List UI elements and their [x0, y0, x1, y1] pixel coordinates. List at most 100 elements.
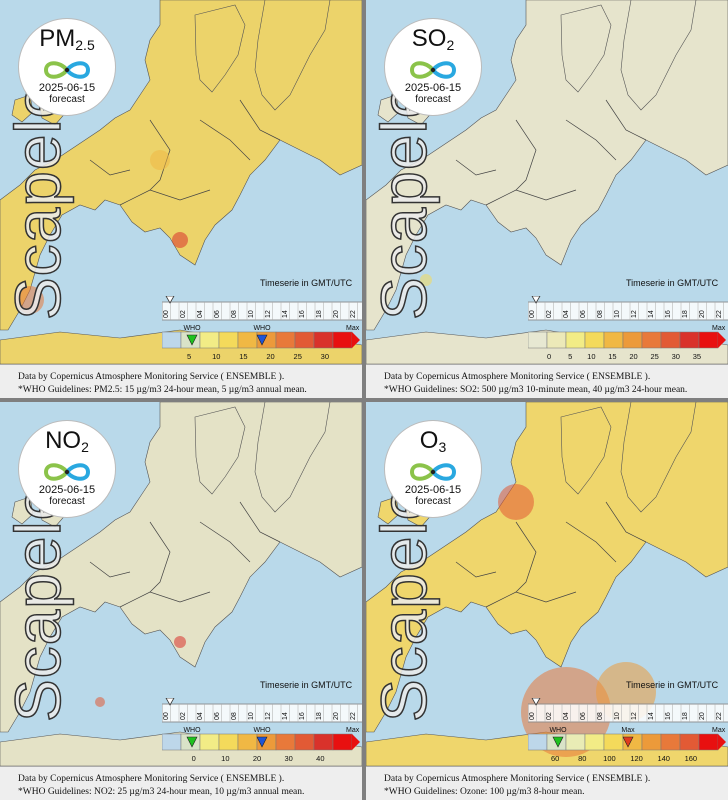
scale-cell [546, 331, 567, 349]
land-region [560, 4, 612, 93]
hour-label: 10 [248, 712, 255, 720]
timeseries-label: Timeserie in GMT/UTC [260, 680, 353, 690]
scale-cell [237, 331, 258, 349]
hour-label: 06 [580, 712, 587, 720]
scale-tick-label: 30 [284, 754, 292, 763]
footer-source: Data by Copernicus Atmosphere Monitoring… [384, 372, 651, 382]
hour-timeline[interactable]: 00 02 04 06 08 10 12 14 16 18 20 22 [528, 296, 728, 322]
color-scale: Max 0 5 10 15 20 25 30 35 [528, 325, 726, 361]
scale-cell [698, 733, 719, 751]
hour-timeline[interactable]: 00 02 04 06 08 10 12 14 16 18 20 22 [162, 698, 362, 724]
scale-tick-label: 25 [650, 352, 658, 361]
hour-label: 02 [180, 712, 187, 720]
scale-cell [660, 331, 681, 349]
scale-tick-label: 20 [629, 352, 637, 361]
brand-watermark: Scapeler [1, 461, 75, 723]
who-label: WHO [253, 325, 271, 332]
max-label: Max [346, 325, 360, 332]
scale-cell [275, 331, 296, 349]
scale-tick-label: 15 [608, 352, 616, 361]
country-border [455, 561, 497, 578]
hour-label: 14 [648, 310, 655, 318]
scale-cell [162, 733, 182, 751]
who-label: WHO [183, 727, 201, 734]
scale-tick-label: 160 [685, 754, 698, 763]
hour-label: 10 [614, 310, 621, 318]
land-region [254, 0, 331, 111]
footer-who: *WHO Guidelines: PM2.5: 15 µg/m3 24-hour… [18, 385, 307, 395]
footer-source: Data by Copernicus Atmosphere Monitoring… [384, 774, 651, 784]
who-marker [552, 736, 564, 748]
forecast-date: 2025-06-15 [404, 82, 462, 94]
country-border [199, 119, 251, 161]
who-label: Max [621, 727, 635, 734]
pollution-hotspot [172, 232, 188, 248]
scale-tick-label: 0 [547, 352, 551, 361]
scale-cell [603, 331, 624, 349]
color-scale: Max 5 10 15 20 25 30 WHO WHO [162, 325, 360, 361]
scale-cell [275, 733, 296, 751]
scale-tick-label: 15 [239, 352, 247, 361]
country-border [89, 159, 131, 176]
europe-map[interactable] [0, 0, 362, 398]
hour-label: 16 [665, 712, 672, 720]
country-border [149, 521, 171, 593]
hour-label: 12 [265, 712, 272, 720]
scale-tick-label: 0 [192, 754, 196, 763]
pollutant-badge: SO2 2025-06-15 forecast [384, 18, 482, 116]
country-border [455, 159, 497, 176]
hour-label: 16 [299, 712, 306, 720]
europe-map[interactable] [0, 402, 362, 800]
pollution-hotspot [150, 150, 170, 170]
scale-cell [679, 733, 700, 751]
hour-label: 10 [614, 712, 621, 720]
hour-label: 04 [197, 310, 204, 318]
hour-label: 18 [316, 712, 323, 720]
scale-cell [218, 331, 239, 349]
current-hour-marker [165, 296, 175, 304]
pollutant-badge: O3 2025-06-15 forecast [384, 420, 482, 518]
max-label: Max [712, 325, 726, 332]
panel-o3: Scapeler O3 2025-06-15 forecast Timeseri… [366, 402, 728, 800]
current-hour-marker [165, 698, 175, 706]
hour-label: 02 [546, 310, 553, 318]
scale-cell [313, 331, 334, 349]
hour-label: 06 [214, 712, 221, 720]
scale-cell [565, 331, 586, 349]
scale-arrow [352, 332, 360, 348]
hour-label: 14 [648, 712, 655, 720]
hour-label: 20 [333, 712, 340, 720]
hour-timeline[interactable]: 00 02 04 06 08 10 12 14 16 18 20 22 [528, 698, 728, 724]
forecast-label: forecast [49, 496, 85, 507]
land-region [194, 406, 246, 495]
hour-label: 00 [529, 310, 536, 318]
scale-cell [641, 331, 662, 349]
scale-cell [603, 733, 624, 751]
pollutant-title: NO2 [45, 427, 89, 456]
pollution-hotspot [95, 697, 105, 707]
hour-label: 18 [682, 712, 689, 720]
hour-label: 06 [580, 310, 587, 318]
country-border [565, 521, 617, 563]
hour-label: 20 [699, 310, 706, 318]
infinity-logo-icon [43, 463, 91, 481]
scale-cell [565, 733, 586, 751]
forecast-label: forecast [415, 94, 451, 105]
footer: Data by Copernicus Atmosphere Monitoring… [366, 364, 728, 398]
hour-timeline[interactable]: 00 02 04 06 08 10 12 14 16 18 20 22 [162, 296, 362, 322]
hour-label: 10 [248, 310, 255, 318]
footer-source: Data by Copernicus Atmosphere Monitoring… [18, 774, 285, 784]
hour-label: 16 [665, 310, 672, 318]
scale-cell [313, 733, 334, 751]
scale-cell [294, 331, 315, 349]
footer-who: *WHO Guidelines: SO2: 500 µg/m3 10-minut… [384, 385, 688, 395]
color-scale: Max 60 80 100 120 140 160 WHO Max [528, 727, 726, 763]
footer: Data by Copernicus Atmosphere Monitoring… [0, 766, 362, 800]
infinity-logo-icon [409, 463, 457, 481]
country-border [605, 99, 647, 141]
scale-cell [237, 733, 258, 751]
scale-cell [679, 331, 700, 349]
country-border [565, 119, 617, 161]
forecast-date: 2025-06-15 [404, 484, 462, 496]
hour-label: 18 [316, 310, 323, 318]
